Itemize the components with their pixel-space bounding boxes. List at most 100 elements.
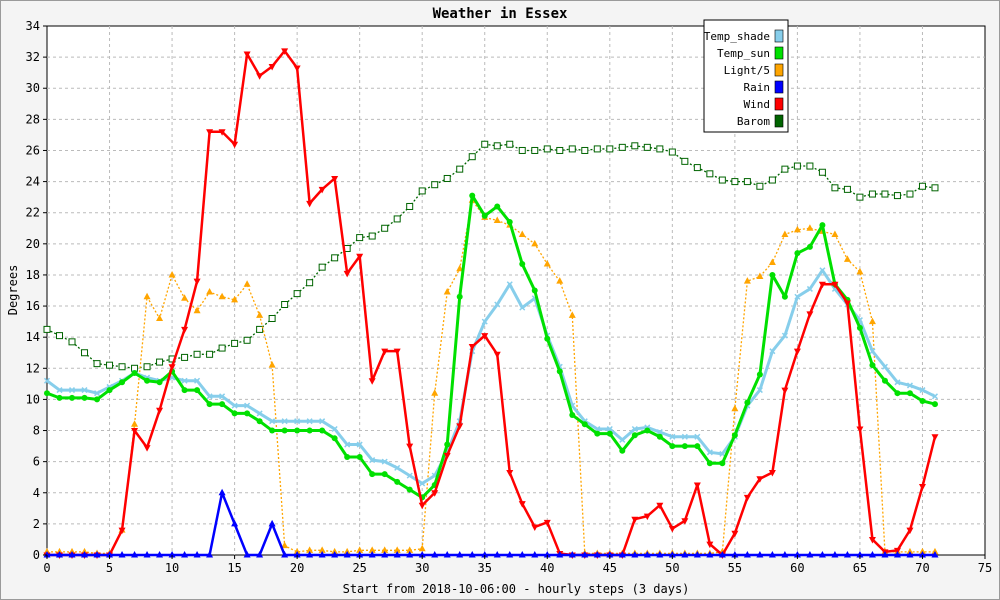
- data-point: [894, 379, 901, 386]
- data-point: [231, 141, 239, 149]
- data-point: [818, 168, 826, 176]
- data-point: [781, 230, 789, 237]
- data-point: [243, 336, 251, 344]
- data-point: [731, 530, 739, 538]
- y-tick-label: 32: [26, 50, 40, 64]
- x-tick-label: 25: [352, 561, 366, 575]
- data-point: [794, 250, 801, 257]
- data-point: [806, 551, 814, 558]
- data-point: [619, 436, 626, 443]
- data-point: [281, 541, 289, 549]
- data-point: [868, 551, 876, 558]
- legend-swatch: [774, 80, 784, 94]
- data-point: [506, 551, 514, 558]
- legend-swatch: [774, 46, 784, 60]
- data-point: [269, 427, 276, 434]
- data-point: [443, 288, 451, 295]
- data-point: [431, 551, 439, 558]
- data-point: [706, 460, 713, 467]
- data-point: [343, 551, 351, 558]
- data-point: [544, 335, 551, 342]
- data-point: [431, 181, 439, 189]
- x-tick-label: 5: [106, 561, 113, 575]
- data-point: [856, 426, 864, 433]
- data-point: [568, 311, 576, 318]
- data-point: [643, 513, 651, 521]
- data-point: [568, 145, 576, 153]
- data-point: [168, 364, 176, 371]
- data-point: [481, 551, 489, 558]
- data-point: [931, 184, 939, 192]
- data-point: [443, 452, 451, 460]
- data-point: [181, 387, 188, 394]
- data-point: [606, 425, 613, 433]
- data-point: [581, 146, 589, 154]
- y-tick-label: 2: [33, 517, 40, 531]
- data-point: [281, 427, 288, 434]
- data-point: [543, 519, 551, 527]
- data-point: [831, 230, 839, 237]
- series-rain: [43, 488, 939, 558]
- y-tick-label: 22: [26, 206, 40, 220]
- data-point: [218, 344, 226, 352]
- data-point: [493, 351, 501, 359]
- data-point: [381, 546, 389, 553]
- data-point: [806, 243, 813, 250]
- data-point: [319, 427, 326, 434]
- data-point: [418, 551, 426, 558]
- data-point: [718, 176, 726, 184]
- data-point: [181, 294, 189, 301]
- data-point: [206, 393, 213, 400]
- data-point: [193, 551, 201, 558]
- series-layer: [43, 48, 939, 559]
- data-point: [231, 519, 239, 527]
- y-tick-label: 10: [26, 392, 40, 406]
- legend-label: Wind: [744, 98, 771, 111]
- data-point: [743, 551, 751, 558]
- data-point: [93, 551, 101, 558]
- x-tick-label: 10: [165, 561, 179, 575]
- data-point: [819, 222, 826, 229]
- data-point: [481, 140, 489, 148]
- data-point: [56, 551, 64, 558]
- data-point: [506, 219, 513, 226]
- data-point: [418, 502, 426, 510]
- data-point: [668, 551, 676, 558]
- data-point: [231, 339, 239, 347]
- series-line: [47, 199, 935, 555]
- y-tick-label: 26: [26, 143, 40, 157]
- data-point: [181, 551, 189, 558]
- data-point: [931, 401, 938, 408]
- data-point: [393, 551, 401, 558]
- data-point: [869, 348, 876, 355]
- data-point: [494, 301, 501, 308]
- legend-swatch: [774, 97, 784, 111]
- data-point: [656, 429, 663, 436]
- data-point: [918, 182, 926, 190]
- data-point: [906, 551, 914, 558]
- data-point: [669, 433, 676, 440]
- data-point: [493, 551, 501, 558]
- y-tick-label: 34: [26, 19, 40, 33]
- data-point: [594, 430, 601, 437]
- data-point: [293, 551, 301, 558]
- data-point: [668, 526, 676, 533]
- data-point: [156, 551, 164, 558]
- data-point: [231, 402, 238, 409]
- data-point: [793, 551, 801, 558]
- legend-swatch: [774, 114, 784, 128]
- data-point: [743, 494, 751, 502]
- data-point: [193, 306, 201, 314]
- data-point: [469, 192, 476, 199]
- data-point: [931, 434, 939, 441]
- data-point: [118, 527, 126, 535]
- legend: Temp_shade Temp_sun Light/5 Rain Wind Barom: [703, 19, 789, 133]
- data-point: [269, 418, 276, 425]
- data-point: [918, 551, 926, 558]
- data-point: [519, 261, 526, 268]
- data-point: [106, 387, 113, 394]
- data-point: [331, 551, 339, 558]
- data-point: [618, 551, 626, 558]
- data-point: [906, 390, 913, 397]
